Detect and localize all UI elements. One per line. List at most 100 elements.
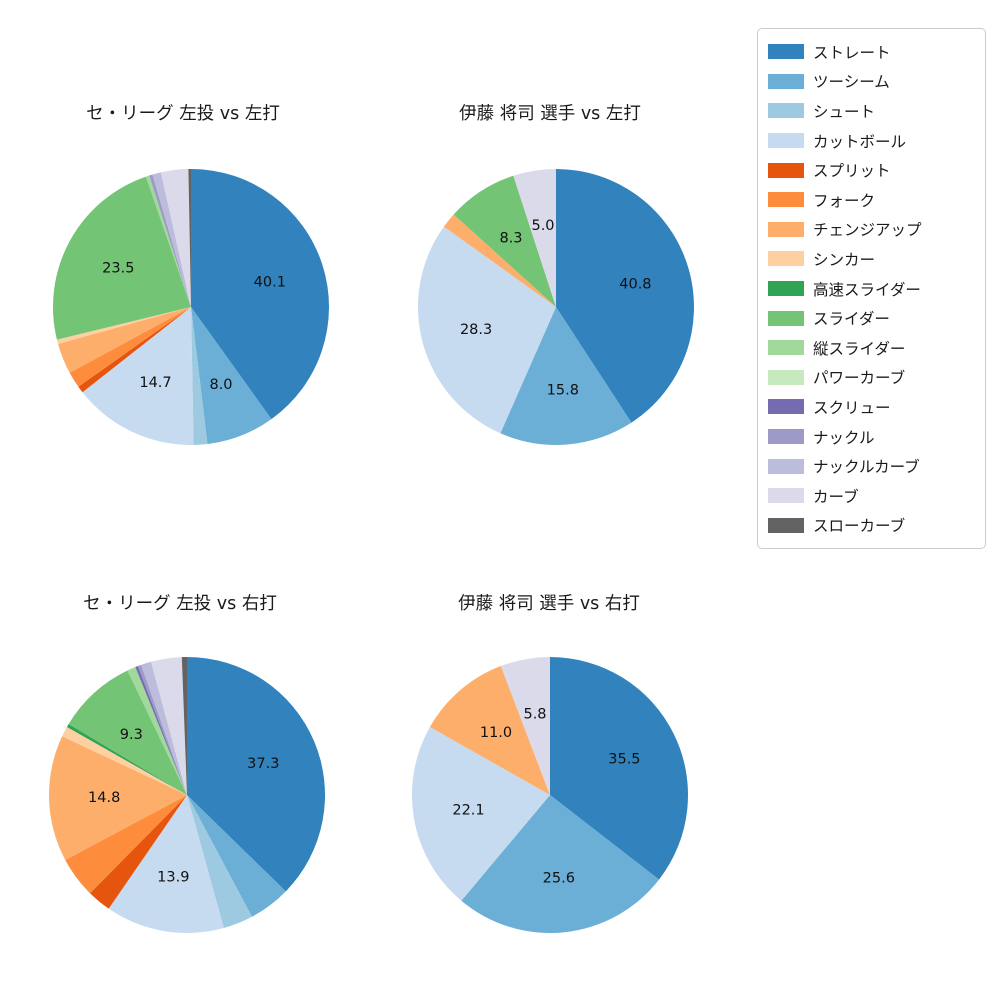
pie-slice-シンカー xyxy=(56,307,191,344)
pie-slice-カットボール xyxy=(108,795,224,933)
pie-slice-スライダー xyxy=(52,176,191,340)
legend-swatch xyxy=(768,73,804,89)
legend-swatch xyxy=(768,429,804,445)
pie-slice-チェンジアップ xyxy=(48,736,187,860)
pie-slice-ツーシーム xyxy=(191,307,272,445)
legend-item: スローカーブ xyxy=(768,511,975,541)
pie-chart-league-vs-rhb: 37.3 13.9 14.8 9.3 xyxy=(48,657,326,933)
pie-slice-チェンジアップ xyxy=(429,666,550,795)
legend-swatch xyxy=(768,488,804,504)
pie-slice-シュート xyxy=(187,795,252,928)
legend-item: スクリュー xyxy=(768,392,975,422)
pie-percent-label: 25.6 xyxy=(543,870,575,886)
legend-label: 縦スライダー xyxy=(813,339,906,358)
legend-item: ナックル xyxy=(768,422,975,452)
legend-swatch xyxy=(768,44,804,60)
legend-swatch xyxy=(768,251,804,267)
pie-slice-カットボール xyxy=(82,307,194,446)
legend-swatch xyxy=(768,162,804,178)
legend-swatch xyxy=(768,281,804,297)
pie-slice-縦スライダー xyxy=(127,667,187,795)
pie-chart-league-vs-lhb: 40.1 8.0 14.7 23.5 xyxy=(52,168,329,446)
chart-title-bottom-left: セ・リーグ 左投 vs 右打 xyxy=(83,594,277,614)
legend-label: 高速スライダー xyxy=(813,280,921,299)
pie-percent-label: 23.5 xyxy=(102,260,134,276)
pie-slice-ナックルカーブ xyxy=(152,172,191,307)
pie-percent-label: 40.1 xyxy=(254,275,286,291)
pie-slice-スプリット xyxy=(78,307,191,393)
legend-label: カーブ xyxy=(813,487,859,506)
pie-slice-ストレート xyxy=(191,169,329,420)
pie-slice-シンカー xyxy=(62,727,187,795)
pie-slice-ツーシーム xyxy=(187,795,286,917)
pie-slice-ナックル xyxy=(149,174,191,307)
legend-label: パワーカーブ xyxy=(813,369,906,388)
pie-percent-label: 15.8 xyxy=(547,383,579,399)
legend-item: ツーシーム xyxy=(768,67,975,97)
pie-slice-スライダー xyxy=(68,670,187,795)
legend-item: カーブ xyxy=(768,481,975,511)
pie-slice-ストレート xyxy=(187,657,326,892)
legend-label: スライダー xyxy=(813,310,890,329)
pie-slice-カットボール xyxy=(418,226,556,434)
pie-slice-チェンジアップ xyxy=(58,307,191,373)
legend-item: ストレート xyxy=(768,37,975,67)
pie-slice-ナックルカーブ xyxy=(141,661,187,795)
legend-label: スプリット xyxy=(813,162,891,181)
pie-slice-カーブ xyxy=(160,169,191,307)
legend-item: カットボール xyxy=(768,126,975,156)
legend-swatch xyxy=(768,369,804,385)
legend-swatch xyxy=(768,458,804,474)
pie-percent-label: 40.8 xyxy=(619,276,651,292)
pie-slice-高速スライダー xyxy=(66,724,187,795)
pie-percent-label: 5.8 xyxy=(523,707,546,723)
legend-label: ツーシーム xyxy=(813,73,890,92)
pie-slice-シュート xyxy=(191,307,208,445)
pie-slice-ナックル xyxy=(137,664,187,795)
pie-slice-ストレート xyxy=(556,169,694,423)
pie-slice-ツーシーム xyxy=(461,795,660,934)
chart-title-top-left: セ・リーグ 左投 vs 左打 xyxy=(86,104,280,124)
pie-percent-label: 11.0 xyxy=(480,725,512,741)
pie-slice-カーブ xyxy=(151,657,187,795)
pie-slice-カーブ xyxy=(500,657,550,795)
legend-swatch xyxy=(768,399,804,415)
pie-slice-縦スライダー xyxy=(145,175,191,307)
pie-percent-label: 14.7 xyxy=(139,375,171,391)
pie-slice-スクリュー xyxy=(135,666,187,795)
legend-label: スローカーブ xyxy=(813,517,906,536)
pie-percent-label: 13.9 xyxy=(157,870,189,886)
pie-percent-label: 28.3 xyxy=(460,322,492,338)
pie-percent-label: 37.3 xyxy=(247,756,279,772)
pie-percent-label: 14.8 xyxy=(88,790,120,806)
pie-slice-スローカーブ xyxy=(188,168,191,307)
legend-swatch xyxy=(768,310,804,326)
legend-swatch xyxy=(768,340,804,356)
pie-percent-label: 22.1 xyxy=(452,803,484,819)
legend-label: チェンジアップ xyxy=(813,221,922,240)
pie-slice-フォーク xyxy=(65,795,187,894)
legend-item: シンカー xyxy=(768,244,975,274)
pie-chart-ito-vs-lhb: 40.8 15.8 28.3 8.3 5.0 xyxy=(418,169,694,445)
legend-label: シンカー xyxy=(813,250,876,269)
pie-slice-カットボール xyxy=(411,727,550,901)
legend-item: ナックルカーブ xyxy=(768,451,975,481)
legend-label: フォーク xyxy=(813,191,876,210)
pie-slice-ストレート xyxy=(550,657,688,880)
legend-item: 縦スライダー xyxy=(768,333,975,363)
chart-title-top-right: 伊藤 将司 選手 vs 左打 xyxy=(459,104,641,124)
pie-percent-label: 8.0 xyxy=(209,377,232,393)
legend-item: 高速スライダー xyxy=(768,274,975,304)
legend-item: フォーク xyxy=(768,185,975,215)
legend: ストレートツーシームシュートカットボール スプリットフォークチェンジアップ シンカー… xyxy=(757,28,986,550)
pie-percent-label: 9.3 xyxy=(120,727,143,743)
pie-slice-スローカーブ xyxy=(181,657,187,795)
legend-item: スプリット xyxy=(768,155,975,185)
legend-item: スライダー xyxy=(768,303,975,333)
legend-label: ナックル xyxy=(813,428,875,447)
pie-slice-チェンジアップ xyxy=(443,214,556,307)
legend-label: シュート xyxy=(813,102,876,121)
pie-slice-カーブ xyxy=(513,169,556,307)
legend-label: カットボール xyxy=(813,132,907,151)
